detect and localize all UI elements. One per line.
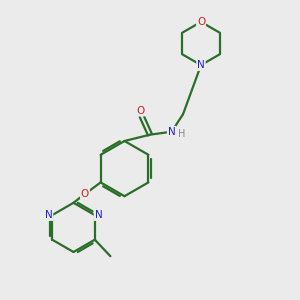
Text: O: O <box>197 17 205 27</box>
Text: O: O <box>136 106 144 116</box>
Text: N: N <box>197 60 205 70</box>
Text: H: H <box>178 129 186 139</box>
Text: N: N <box>94 210 102 220</box>
Text: O: O <box>81 189 89 199</box>
Text: N: N <box>168 127 176 137</box>
Text: N: N <box>45 210 52 220</box>
